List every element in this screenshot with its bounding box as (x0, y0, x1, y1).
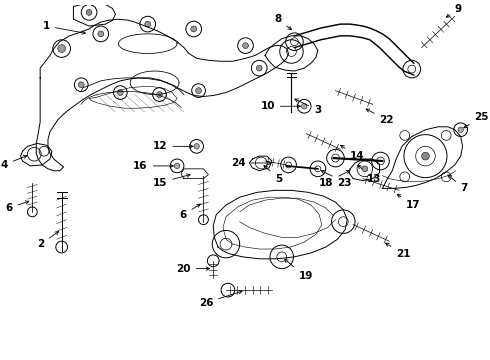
Text: 19: 19 (285, 259, 313, 282)
Circle shape (196, 88, 201, 94)
Text: 11: 11 (0, 359, 1, 360)
Text: 24: 24 (231, 158, 271, 168)
Text: 4: 4 (0, 155, 27, 170)
Circle shape (58, 45, 66, 53)
Circle shape (118, 90, 123, 95)
Circle shape (301, 104, 307, 109)
Text: 22: 22 (366, 109, 394, 125)
Circle shape (362, 166, 368, 172)
Text: 13: 13 (358, 165, 381, 184)
Text: 15: 15 (153, 174, 190, 188)
Text: 18: 18 (319, 171, 350, 188)
Circle shape (156, 91, 162, 98)
Circle shape (98, 31, 104, 37)
Circle shape (194, 144, 199, 149)
Text: 5: 5 (264, 166, 282, 184)
Text: 20: 20 (176, 264, 210, 274)
Circle shape (458, 127, 464, 132)
Text: 14: 14 (341, 145, 365, 161)
Circle shape (256, 65, 262, 71)
Text: 25: 25 (464, 112, 489, 128)
Circle shape (78, 82, 84, 88)
Circle shape (145, 21, 150, 27)
Circle shape (191, 26, 196, 32)
Text: 16: 16 (133, 161, 173, 171)
Circle shape (421, 152, 429, 160)
Text: 23: 23 (321, 171, 352, 188)
Text: 3: 3 (295, 99, 321, 115)
Circle shape (243, 43, 248, 49)
Text: 6: 6 (5, 201, 29, 213)
Text: 8: 8 (274, 14, 292, 30)
Text: 1: 1 (43, 21, 85, 34)
Text: 7: 7 (448, 175, 468, 193)
Text: 17: 17 (397, 194, 420, 210)
Circle shape (174, 163, 180, 168)
Text: 21: 21 (386, 243, 411, 259)
Text: 26: 26 (199, 291, 242, 308)
Circle shape (86, 9, 92, 15)
Text: 6: 6 (180, 204, 200, 220)
Text: 2: 2 (37, 231, 59, 249)
Text: 12: 12 (153, 141, 193, 151)
Text: 10: 10 (260, 101, 300, 111)
Text: 9: 9 (446, 4, 462, 17)
